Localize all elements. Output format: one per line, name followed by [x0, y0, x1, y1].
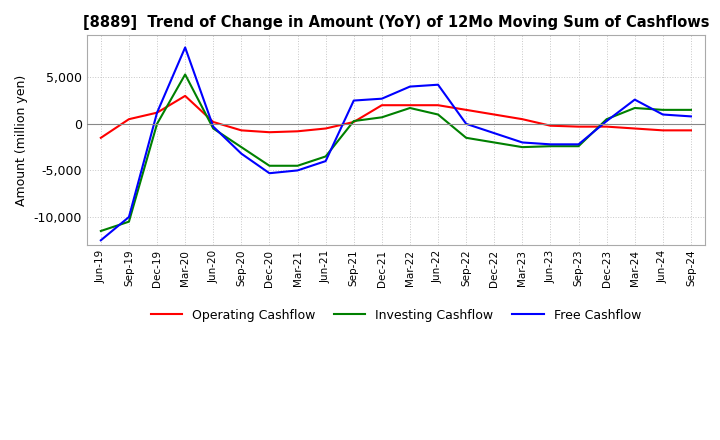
Free Cashflow: [153, 110, 161, 115]
Operating Cashflow: [405, 103, 414, 108]
Operating Cashflow: [237, 128, 246, 133]
Free Cashflow: [631, 97, 639, 102]
Operating Cashflow: [293, 128, 302, 134]
Operating Cashflow: [687, 128, 696, 133]
Investing Cashflow: [546, 143, 555, 149]
Investing Cashflow: [518, 144, 526, 150]
Investing Cashflow: [209, 126, 217, 131]
Operating Cashflow: [546, 123, 555, 128]
Free Cashflow: [405, 84, 414, 89]
Free Cashflow: [490, 131, 498, 136]
Free Cashflow: [125, 214, 133, 220]
Free Cashflow: [659, 112, 667, 117]
Operating Cashflow: [377, 103, 386, 108]
Line: Operating Cashflow: Operating Cashflow: [101, 96, 691, 138]
Line: Free Cashflow: Free Cashflow: [101, 48, 691, 240]
Investing Cashflow: [237, 144, 246, 150]
Investing Cashflow: [96, 228, 105, 234]
Operating Cashflow: [575, 124, 583, 129]
Operating Cashflow: [631, 126, 639, 131]
Investing Cashflow: [575, 143, 583, 149]
Operating Cashflow: [659, 128, 667, 133]
Operating Cashflow: [153, 110, 161, 115]
Free Cashflow: [518, 140, 526, 145]
Free Cashflow: [433, 82, 442, 88]
Investing Cashflow: [687, 107, 696, 113]
Free Cashflow: [293, 168, 302, 173]
Line: Investing Cashflow: Investing Cashflow: [101, 74, 691, 231]
Investing Cashflow: [125, 219, 133, 224]
Operating Cashflow: [433, 103, 442, 108]
Y-axis label: Amount (million yen): Amount (million yen): [15, 74, 28, 206]
Operating Cashflow: [265, 130, 274, 135]
Investing Cashflow: [265, 163, 274, 169]
Investing Cashflow: [603, 117, 611, 122]
Operating Cashflow: [518, 117, 526, 122]
Free Cashflow: [209, 124, 217, 129]
Free Cashflow: [462, 121, 470, 126]
Operating Cashflow: [490, 112, 498, 117]
Operating Cashflow: [349, 119, 358, 125]
Operating Cashflow: [181, 93, 189, 99]
Operating Cashflow: [96, 135, 105, 140]
Free Cashflow: [603, 118, 611, 124]
Investing Cashflow: [153, 121, 161, 126]
Investing Cashflow: [181, 72, 189, 77]
Free Cashflow: [575, 142, 583, 147]
Investing Cashflow: [405, 105, 414, 110]
Free Cashflow: [181, 45, 189, 50]
Operating Cashflow: [603, 124, 611, 129]
Free Cashflow: [321, 158, 330, 164]
Free Cashflow: [265, 171, 274, 176]
Investing Cashflow: [462, 135, 470, 140]
Free Cashflow: [546, 142, 555, 147]
Investing Cashflow: [433, 112, 442, 117]
Operating Cashflow: [321, 126, 330, 131]
Free Cashflow: [237, 151, 246, 156]
Investing Cashflow: [377, 115, 386, 120]
Investing Cashflow: [349, 118, 358, 124]
Investing Cashflow: [321, 154, 330, 159]
Legend: Operating Cashflow, Investing Cashflow, Free Cashflow: Operating Cashflow, Investing Cashflow, …: [146, 304, 646, 327]
Investing Cashflow: [631, 105, 639, 110]
Free Cashflow: [377, 96, 386, 101]
Operating Cashflow: [462, 107, 470, 113]
Operating Cashflow: [125, 117, 133, 122]
Title: [8889]  Trend of Change in Amount (YoY) of 12Mo Moving Sum of Cashflows: [8889] Trend of Change in Amount (YoY) o…: [83, 15, 709, 30]
Free Cashflow: [687, 114, 696, 119]
Investing Cashflow: [659, 107, 667, 113]
Investing Cashflow: [490, 140, 498, 145]
Free Cashflow: [96, 238, 105, 243]
Operating Cashflow: [209, 119, 217, 125]
Investing Cashflow: [293, 163, 302, 169]
Free Cashflow: [349, 98, 358, 103]
